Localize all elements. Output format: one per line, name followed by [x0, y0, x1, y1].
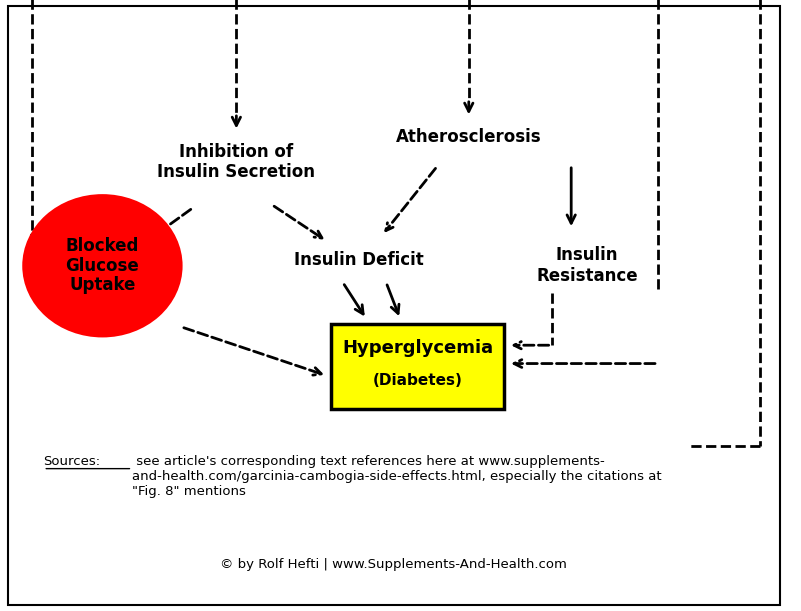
Text: Hyperglycemia: Hyperglycemia [342, 339, 493, 357]
Text: Glucose: Glucose [66, 257, 139, 275]
Text: Atherosclerosis: Atherosclerosis [396, 128, 541, 147]
Text: © by Rolf Hefti | www.Supplements-And-Health.com: © by Rolf Hefti | www.Supplements-And-He… [220, 558, 567, 571]
FancyBboxPatch shape [331, 324, 505, 409]
Text: see article's corresponding text references here at www.supplements-
and-health.: see article's corresponding text referen… [132, 455, 662, 498]
Text: Uptake: Uptake [69, 276, 135, 295]
Text: Insulin Deficit: Insulin Deficit [294, 251, 424, 269]
Text: Blocked: Blocked [66, 237, 139, 255]
Text: Insulin
Resistance: Insulin Resistance [536, 246, 638, 285]
Ellipse shape [24, 196, 181, 336]
Text: (Diabetes): (Diabetes) [372, 373, 462, 387]
Text: Sources:: Sources: [43, 455, 100, 468]
Text: Inhibition of
Insulin Secretion: Inhibition of Insulin Secretion [157, 142, 316, 181]
